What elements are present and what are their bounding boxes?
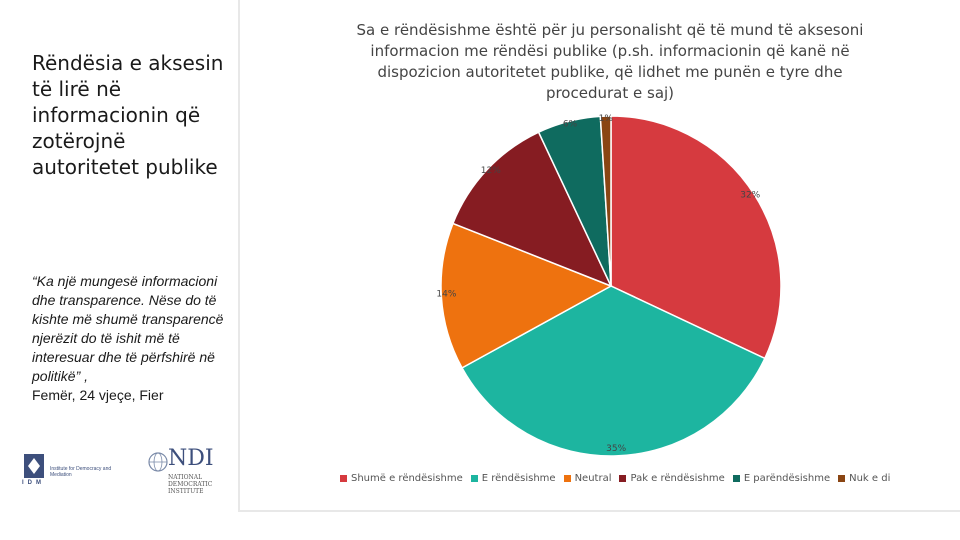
legend-label-2: E rëndësishme [481, 472, 556, 484]
legend-swatch-3 [563, 474, 571, 482]
legend-swatch-1 [340, 474, 347, 482]
idm-logo-letters: IDM [22, 480, 45, 486]
pie-slice-label-6: 1% [599, 114, 614, 124]
legend-item-4: Pak e rëndësishme [619, 472, 725, 484]
legend-item-5: E parëndësishme [732, 472, 831, 484]
pie-slice-4 [451, 131, 613, 288]
chart-title: Sa e rëndësishme është për ju personalis… [356, 21, 864, 102]
legend-label-1: Shumë e rëndësishme [351, 472, 463, 484]
legend-swatch-2 [470, 474, 478, 482]
legend-item-1: Shumë e rëndësishme [340, 473, 463, 484]
legend-label-4: Pak e rëndësishme [630, 472, 725, 484]
ndi-logo-subtext: NATIONAL DEMOCRATIC INSTITUTE [168, 474, 213, 495]
chart-legend: Shumë e rëndësishme E rëndësishme Neutral P… [340, 470, 890, 486]
legend-item-3: Neutral [563, 472, 612, 484]
pie-slice-3 [440, 222, 613, 369]
pie-slice-label-1: 32% [740, 191, 760, 201]
quote-text: “Ka një mungesë informacioni dhe transpa… [32, 273, 224, 384]
pie-slice-2 [461, 285, 766, 457]
ndi-globe-icon [148, 452, 168, 472]
slide-title: Rëndësia e aksesin të lirë në informacio… [32, 51, 224, 179]
legend-label-6: Nuk e di [849, 472, 891, 484]
legend-swatch-5 [732, 474, 740, 482]
idm-logo-text: Institute for Democracy and Mediation [50, 466, 112, 478]
respondent-quote: “Ka një mungesë informacioni dhe transpa… [32, 272, 232, 405]
pie-slice-label-4: 12% [481, 166, 501, 176]
pie-slice-6 [599, 115, 612, 287]
idm-logo [24, 454, 44, 478]
legend-swatch-4 [619, 474, 627, 482]
legend-swatch-6 [838, 474, 846, 482]
pie-slice-label-3: 14% [436, 289, 456, 299]
legend-label-5: E parëndësishme [743, 472, 831, 484]
ndi-logo-text: NDI [168, 446, 214, 471]
pie-slice-label-2: 35% [606, 444, 626, 454]
pie-slice-1 [610, 115, 782, 360]
pie-slice-label-5: 6% [563, 119, 578, 129]
quote-attribution: Femër, 24 vjeçe, Fier [32, 387, 164, 403]
legend-item-6: Nuk e di [838, 473, 890, 484]
legend-item-2: E rëndësishme [470, 472, 556, 484]
legend-label-3: Neutral [574, 472, 612, 484]
